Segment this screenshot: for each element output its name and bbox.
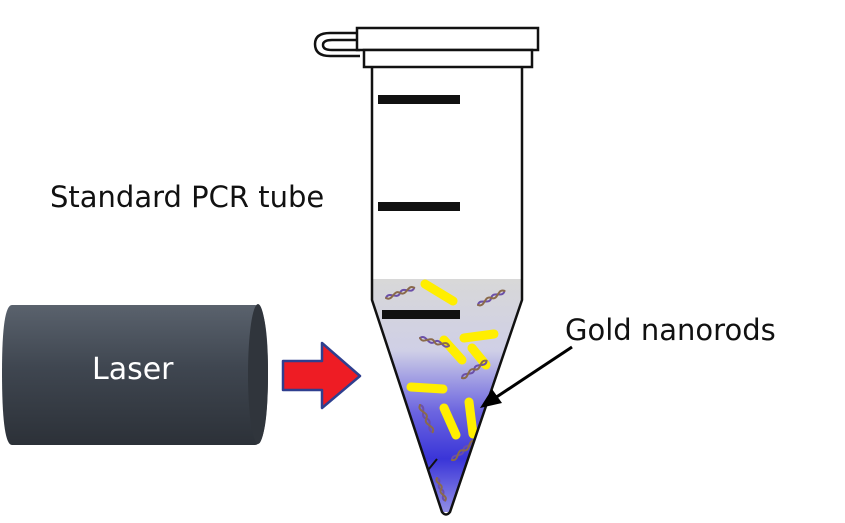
gold-nanorod (459, 329, 499, 343)
dna-helix (477, 289, 506, 307)
dna-helix (461, 359, 488, 380)
graduation-mark (382, 310, 460, 319)
graduation-mark (378, 95, 460, 104)
laser-label: Laser (92, 352, 174, 387)
gold-nanorod (439, 403, 461, 440)
pcr-tube (370, 67, 524, 516)
nanorod-pointer-arrow (480, 345, 573, 408)
gold-nanorod (406, 382, 448, 394)
dna-helix (419, 336, 450, 348)
gold-nanorod (464, 397, 478, 439)
graduation-marks (378, 95, 460, 319)
gold-nanorod (467, 343, 491, 370)
dna-helix (385, 286, 416, 300)
input-arrow (281, 341, 362, 410)
laser-device (2, 304, 268, 445)
dna-helix (435, 477, 447, 502)
dna-helix (418, 404, 435, 434)
gold-nanorods-label: Gold nanorods (565, 313, 776, 347)
gold-nanorod (420, 279, 458, 306)
graduation-mark (378, 202, 460, 211)
tube-cap (313, 26, 540, 69)
pcr-tube-label: Standard PCR tube (50, 180, 325, 214)
